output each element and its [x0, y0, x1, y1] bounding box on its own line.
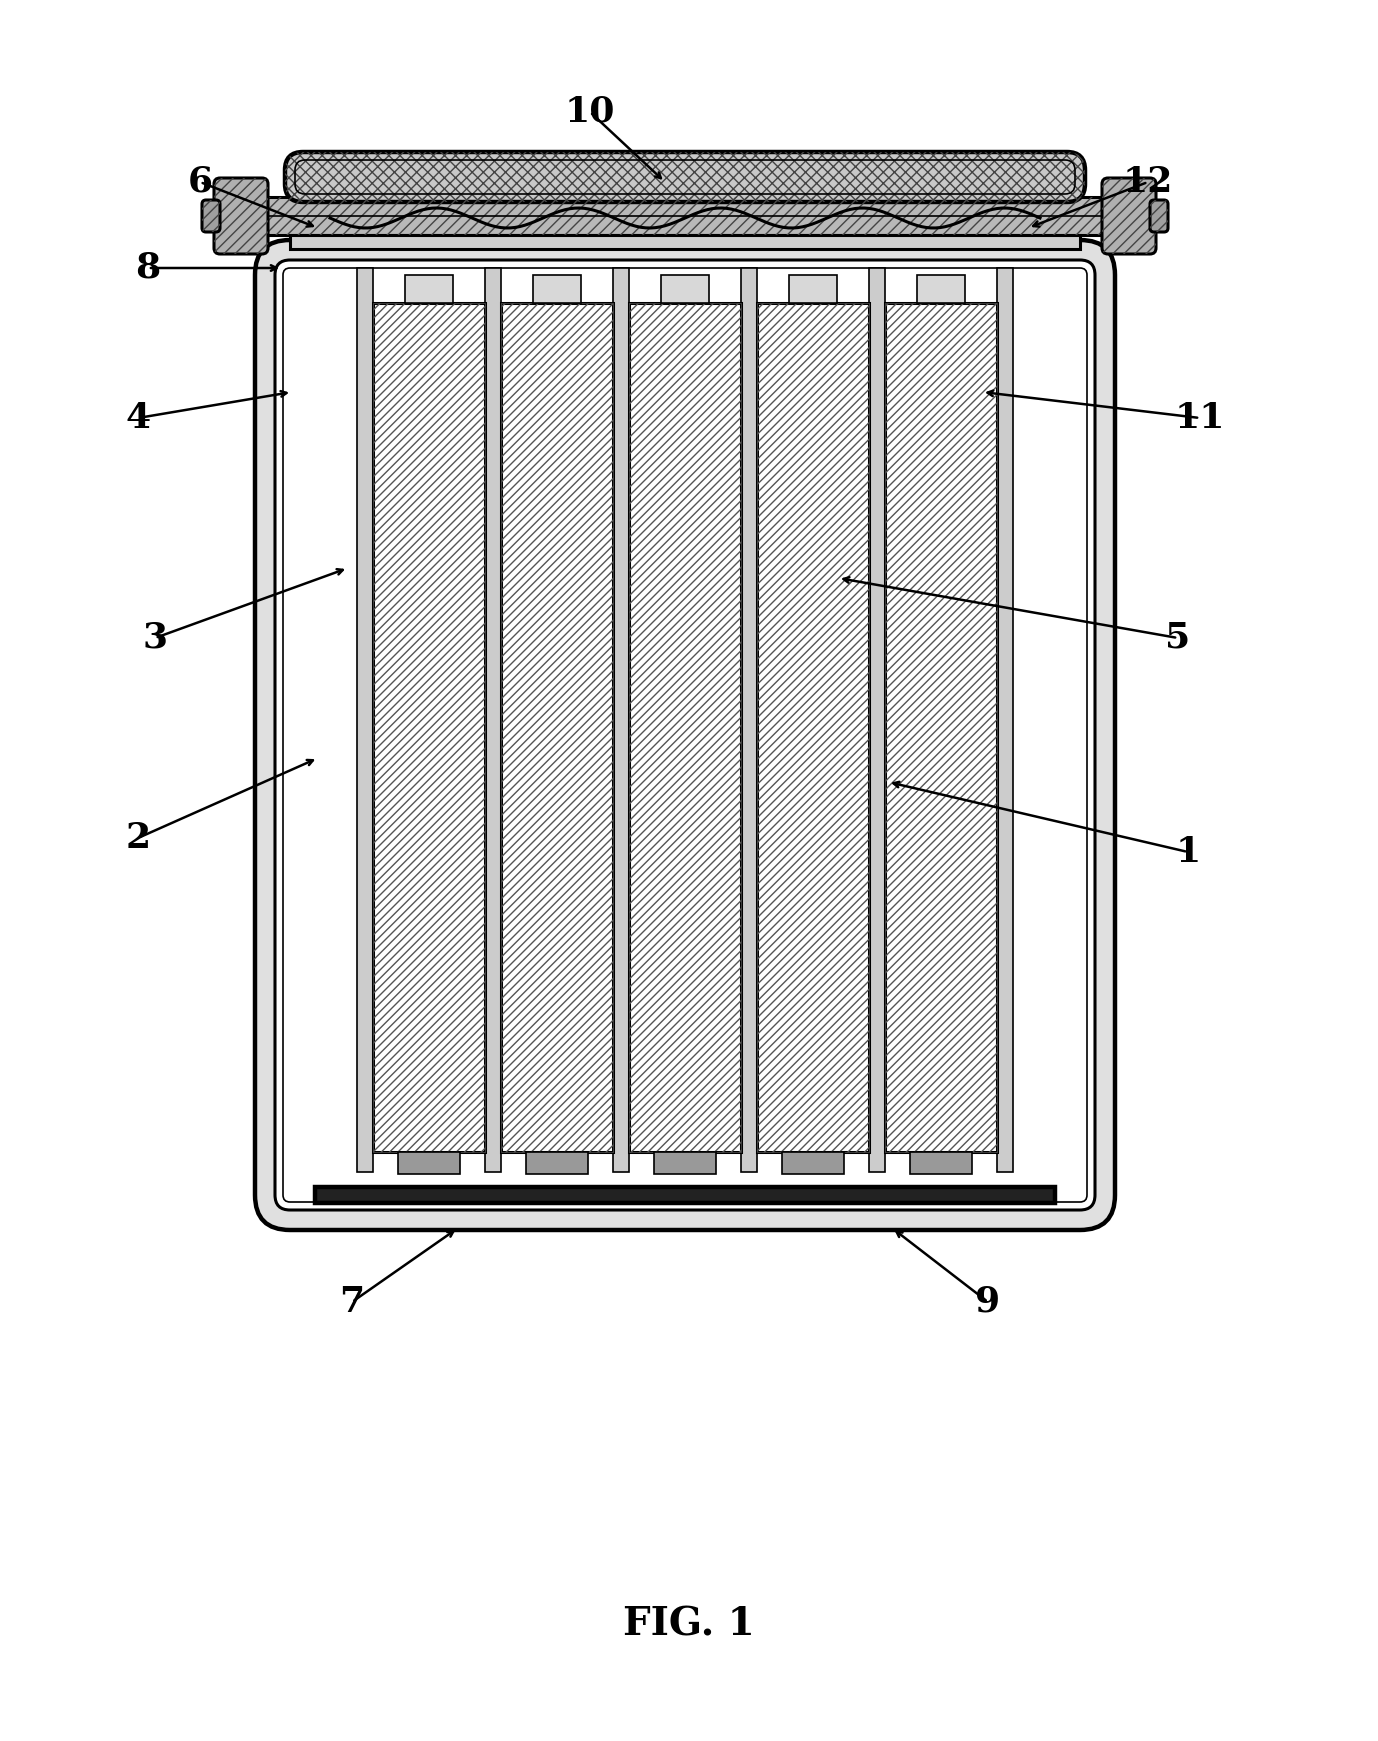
Bar — [533, 275, 580, 303]
Bar — [757, 303, 870, 1153]
Text: FIG. 1: FIG. 1 — [623, 1605, 755, 1644]
Text: 4: 4 — [125, 400, 150, 435]
Bar — [790, 275, 836, 303]
Bar — [741, 268, 757, 1172]
Bar — [613, 268, 628, 1172]
Bar — [628, 303, 741, 1153]
Bar — [244, 197, 1126, 235]
Bar — [373, 303, 485, 1153]
Bar — [289, 235, 1080, 249]
Text: 9: 9 — [976, 1285, 1000, 1320]
FancyBboxPatch shape — [255, 240, 1115, 1229]
Bar — [244, 197, 1126, 235]
Text: 1: 1 — [1175, 836, 1200, 869]
Text: 3: 3 — [142, 622, 168, 655]
Bar — [405, 275, 452, 303]
FancyBboxPatch shape — [276, 259, 1096, 1210]
Bar — [398, 1153, 460, 1173]
Bar — [918, 275, 965, 303]
Text: 11: 11 — [1175, 400, 1225, 435]
FancyBboxPatch shape — [282, 268, 1087, 1201]
FancyBboxPatch shape — [214, 178, 267, 254]
Text: 10: 10 — [565, 96, 615, 129]
Bar — [911, 1153, 971, 1173]
Bar — [526, 1153, 588, 1173]
FancyBboxPatch shape — [1151, 200, 1169, 232]
Bar — [502, 303, 613, 1153]
Bar — [885, 303, 998, 1153]
Text: 5: 5 — [1166, 622, 1191, 655]
Bar — [357, 268, 373, 1172]
Text: 8: 8 — [135, 251, 161, 286]
FancyBboxPatch shape — [203, 200, 220, 232]
Bar — [870, 268, 885, 1172]
Bar — [628, 303, 741, 1153]
Bar — [485, 268, 502, 1172]
Bar — [757, 303, 870, 1153]
Text: 12: 12 — [1123, 165, 1173, 198]
Bar — [502, 303, 613, 1153]
Bar — [373, 303, 485, 1153]
Bar — [783, 1153, 843, 1173]
Bar — [885, 303, 998, 1153]
Bar — [655, 1153, 715, 1173]
FancyBboxPatch shape — [285, 151, 1084, 202]
FancyBboxPatch shape — [1102, 178, 1156, 254]
Text: 2: 2 — [125, 822, 150, 855]
Text: 6: 6 — [187, 165, 212, 198]
Text: 7: 7 — [339, 1285, 365, 1320]
Bar — [316, 1187, 1056, 1203]
Bar — [998, 268, 1013, 1172]
Bar — [661, 275, 708, 303]
